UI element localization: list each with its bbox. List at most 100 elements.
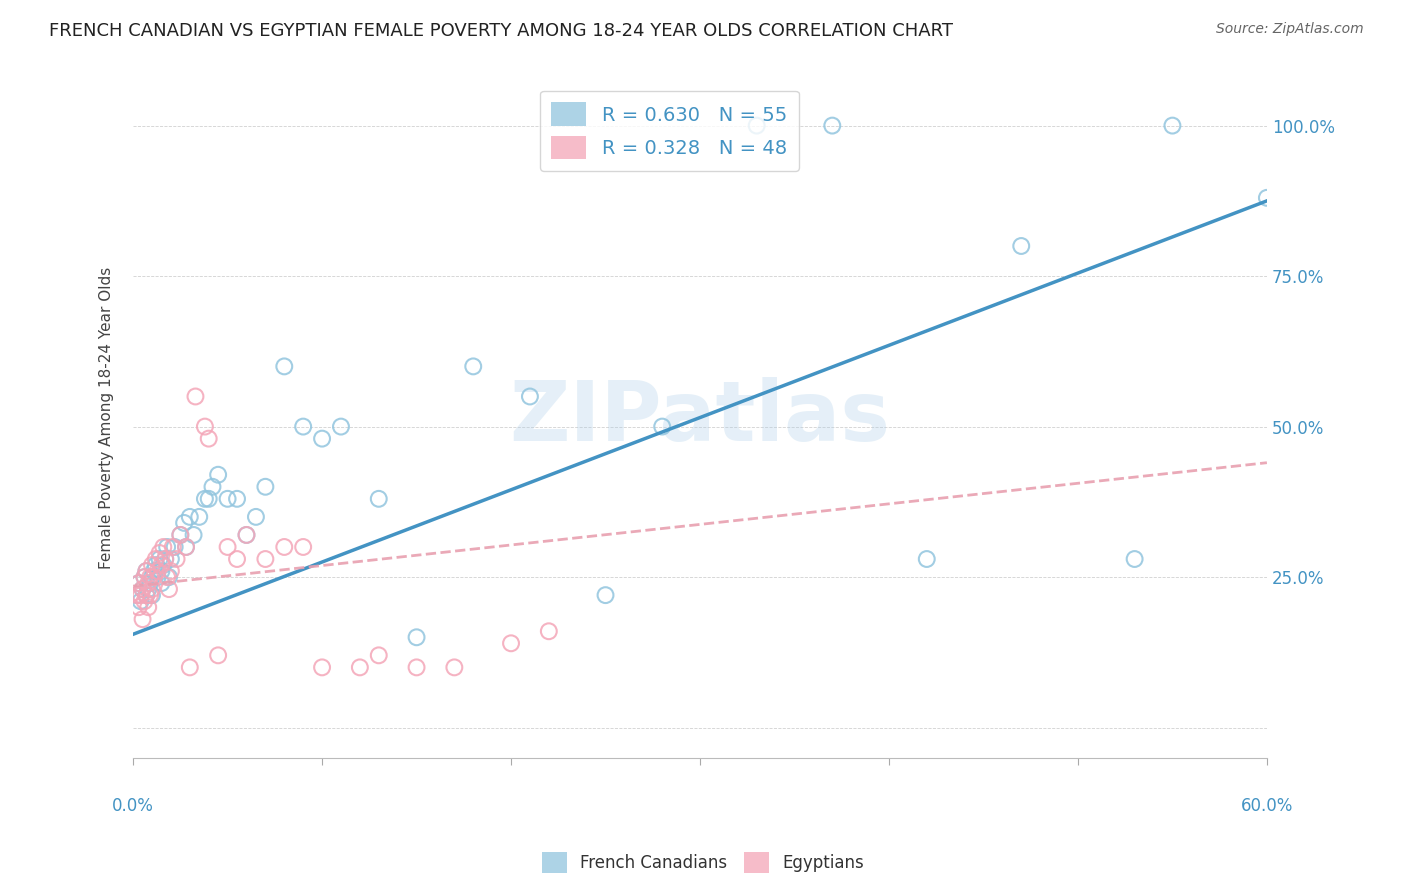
Point (1256, 191, 1278, 205)
Point (197, 491, 219, 506)
Point (174, 540, 197, 554)
Point (194, 491, 217, 506)
Text: 0.0%: 0.0% (112, 797, 155, 814)
Point (443, 660, 465, 674)
Point (273, 540, 295, 554)
Point (146, 570, 169, 584)
Point (157, 582, 180, 596)
Point (292, 540, 315, 554)
Point (131, 612, 153, 626)
Point (183, 528, 205, 542)
Point (519, 389, 541, 403)
Point (1161, 119, 1184, 133)
Point (148, 546, 170, 560)
Point (128, 576, 150, 591)
Point (273, 359, 295, 374)
Text: FRENCH CANADIAN VS EGYPTIAN FEMALE POVERTY AMONG 18-24 YEAR OLDS CORRELATION CHA: FRENCH CANADIAN VS EGYPTIAN FEMALE POVER… (49, 22, 953, 40)
Point (150, 576, 173, 591)
Point (156, 570, 179, 584)
Point (139, 588, 162, 602)
Point (148, 552, 170, 566)
Point (194, 419, 217, 434)
Point (197, 432, 219, 446)
Point (166, 552, 188, 566)
Y-axis label: Female Poverty Among 18-24 Year Olds: Female Poverty Among 18-24 Year Olds (100, 267, 114, 569)
Text: ZIPatlas: ZIPatlas (509, 377, 890, 458)
Point (146, 564, 169, 578)
Text: Source: ZipAtlas.com: Source: ZipAtlas.com (1216, 22, 1364, 37)
Point (155, 552, 177, 566)
Point (136, 600, 159, 615)
Point (595, 588, 617, 602)
Point (245, 509, 267, 524)
Point (311, 432, 333, 446)
Point (152, 558, 174, 572)
Point (226, 491, 249, 506)
Point (136, 582, 159, 596)
Point (160, 552, 183, 566)
Point (142, 570, 165, 584)
Point (163, 540, 186, 554)
Point (330, 419, 353, 434)
Point (311, 660, 333, 674)
Point (129, 588, 152, 602)
Point (915, 552, 938, 566)
Point (134, 570, 156, 584)
Point (745, 119, 768, 133)
Point (226, 552, 249, 566)
Point (162, 540, 184, 554)
Text: 60.0%: 60.0% (1240, 797, 1294, 814)
Point (217, 540, 239, 554)
Point (367, 648, 389, 663)
Point (134, 594, 156, 608)
Point (217, 491, 239, 506)
Point (129, 594, 152, 608)
Point (156, 540, 179, 554)
Point (160, 564, 183, 578)
Point (1123, 552, 1146, 566)
Point (152, 540, 174, 554)
Point (142, 564, 165, 578)
Point (405, 660, 427, 674)
Point (135, 564, 157, 578)
Point (173, 516, 195, 530)
Point (141, 588, 163, 602)
Point (349, 660, 371, 674)
Point (150, 558, 173, 572)
Point (141, 570, 163, 584)
Point (1010, 239, 1032, 253)
Point (141, 558, 163, 572)
Point (141, 582, 163, 596)
Point (367, 491, 389, 506)
Point (169, 528, 191, 542)
Point (254, 552, 277, 566)
Point (169, 528, 191, 542)
Point (139, 576, 162, 591)
Point (131, 582, 153, 596)
Point (184, 389, 207, 403)
Point (254, 480, 277, 494)
Point (155, 552, 177, 566)
Point (463, 359, 485, 374)
Point (405, 630, 427, 644)
Point (179, 660, 201, 674)
Point (134, 570, 156, 584)
Point (128, 600, 150, 615)
Point (207, 467, 229, 482)
Point (135, 588, 157, 602)
Point (188, 509, 211, 524)
Point (651, 419, 673, 434)
Point (150, 564, 173, 578)
Point (125, 588, 148, 602)
Point (157, 570, 180, 584)
Point (537, 624, 560, 639)
Point (179, 509, 201, 524)
Point (139, 570, 162, 584)
Point (499, 636, 522, 650)
Point (131, 582, 153, 596)
Point (235, 528, 257, 542)
Point (135, 564, 157, 578)
Point (128, 576, 150, 591)
Point (136, 576, 159, 591)
Legend: French Canadians, Egyptians: French Canadians, Egyptians (536, 846, 870, 880)
